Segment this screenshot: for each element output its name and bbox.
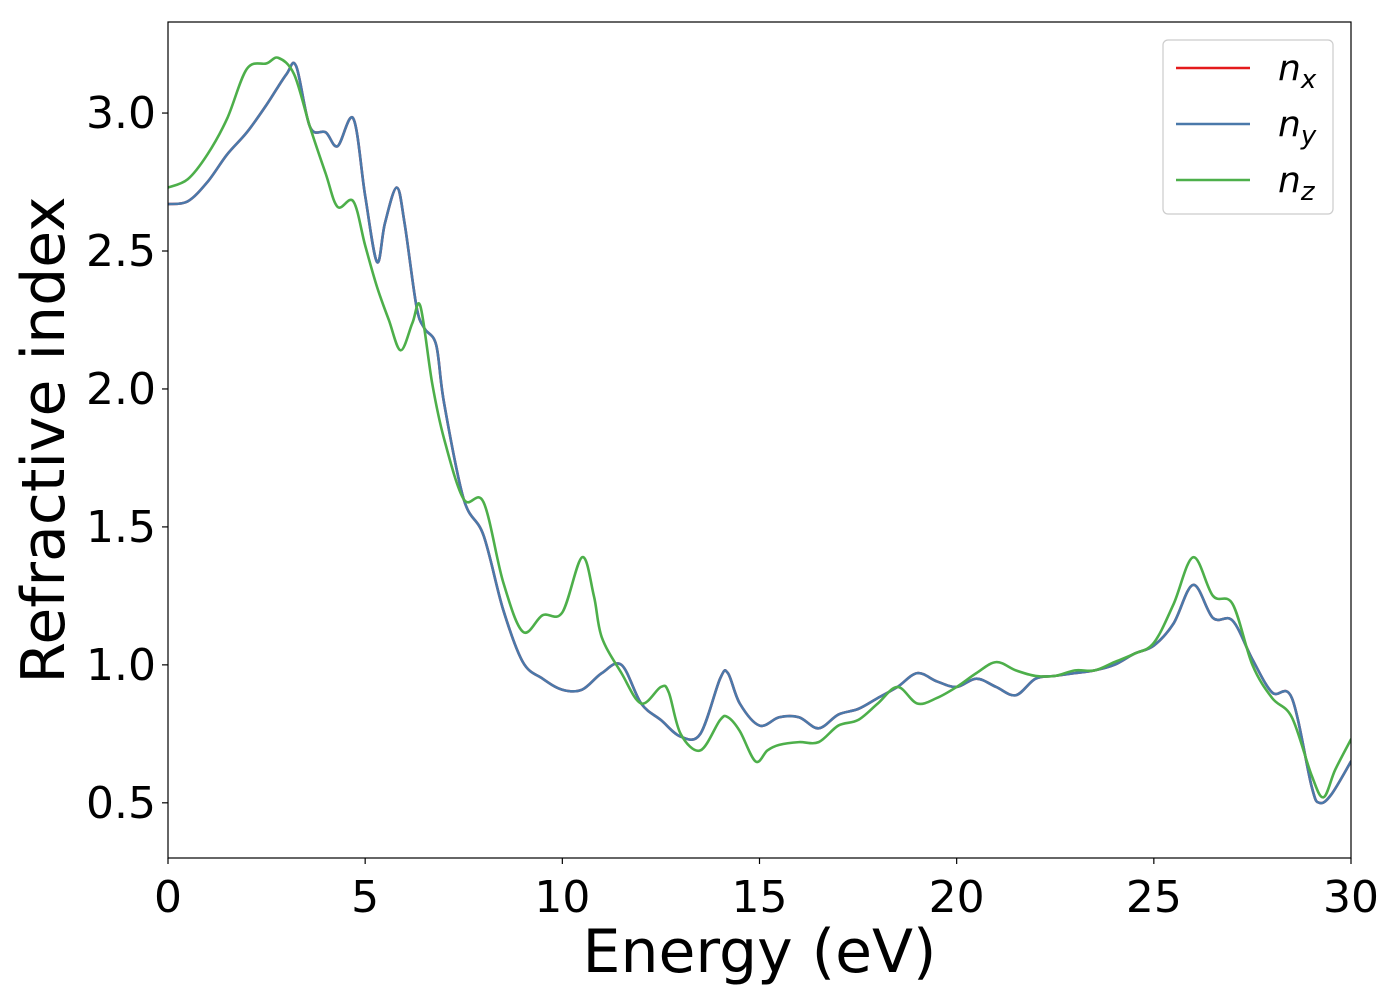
x-tick-label: 10 [534, 872, 590, 923]
x-tick-label: 20 [929, 872, 985, 923]
y-tick-label: 2.0 [86, 364, 156, 415]
plot-background [168, 22, 1351, 858]
legend-box [1162, 39, 1334, 215]
x-tick-label: 0 [154, 872, 182, 923]
x-tick-label: 25 [1126, 872, 1182, 923]
y-axis-label: Refractive index [9, 196, 79, 683]
legend-label-x: nx [1278, 48, 1317, 95]
x-axis-ticks: 0 5 10 15 20 25 30 [154, 858, 1379, 923]
series-layer [168, 56, 1351, 805]
legend-label-z: nz [1278, 160, 1316, 207]
y-tick-label: 1.0 [86, 640, 156, 691]
y-axis-ticks: 0.5 1.0 1.5 2.0 2.5 3.0 [86, 88, 168, 829]
x-tick-label: 5 [351, 872, 379, 923]
x-tick-label: 15 [732, 872, 788, 923]
legend: nx ny nz [1162, 39, 1334, 215]
y-tick-label: 3.0 [86, 88, 156, 139]
y-tick-label: 2.5 [86, 226, 156, 277]
y-tick-label: 1.5 [86, 502, 156, 553]
x-axis-label: Energy (eV) [583, 917, 937, 987]
y-tick-label: 0.5 [86, 778, 156, 829]
legend-label-y: ny [1278, 104, 1317, 151]
series-line-z [168, 56, 1351, 799]
x-tick-label: 30 [1323, 872, 1379, 923]
